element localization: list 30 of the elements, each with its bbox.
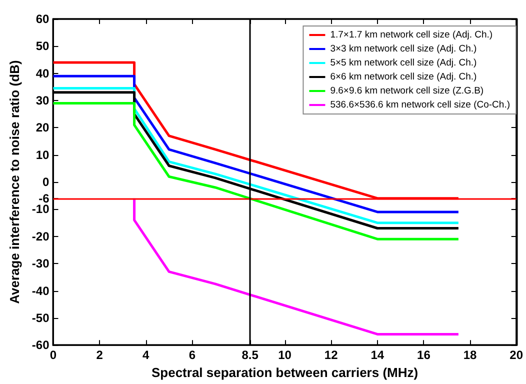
x-tick-label: 2 <box>96 348 104 362</box>
y-tick-label: 30 <box>36 94 50 108</box>
legend-label: 9.6×9.6 km network cell size (Z.G.B) <box>330 86 484 96</box>
y-tick-label: -50 <box>32 310 50 325</box>
x-tick-label: 18 <box>463 348 478 362</box>
x-tick-label: 6 <box>188 348 196 362</box>
x-tick-label: 10 <box>278 348 292 362</box>
y-tick-label: 10 <box>36 148 50 162</box>
y-tick-label: 20 <box>36 120 50 135</box>
x-tick-label: 8.5 <box>242 348 259 362</box>
legend-label: 1.7×1.7 km network cell size (Adj. Ch.) <box>330 30 493 40</box>
legend-label: 5×5 km network cell size (Adj. Ch.) <box>330 58 477 68</box>
y-tick-label: 50 <box>36 39 50 54</box>
y-tick-label: -40 <box>32 284 50 298</box>
legend-label: 536.6×536.6 km network cell size (Co-Ch.) <box>330 100 510 110</box>
x-axis-title: Spectral separation between carriers (MHz) <box>151 365 418 380</box>
x-tick-label: 4 <box>142 348 150 362</box>
y-tick-label: -20 <box>32 229 50 244</box>
x-tick-label: 20 <box>510 348 524 362</box>
y-axis-title: Average interference to noise ratio (dB) <box>7 60 22 304</box>
y-tick-label: -60 <box>32 338 50 352</box>
x-tick-label: 14 <box>370 348 384 362</box>
x-tick-label: 12 <box>324 348 338 362</box>
y-tick-label: 60 <box>36 12 50 26</box>
legend-label: 3×3 km network cell size (Adj. Ch.) <box>330 44 477 54</box>
y-tick-label: 40 <box>36 66 50 80</box>
x-tick-label: 16 <box>417 348 431 362</box>
y-tick-label: 0 <box>42 175 50 190</box>
legend-label: 6×6 km network cell size (Adj. Ch.) <box>330 72 477 82</box>
y-tick-label: -30 <box>32 256 50 271</box>
